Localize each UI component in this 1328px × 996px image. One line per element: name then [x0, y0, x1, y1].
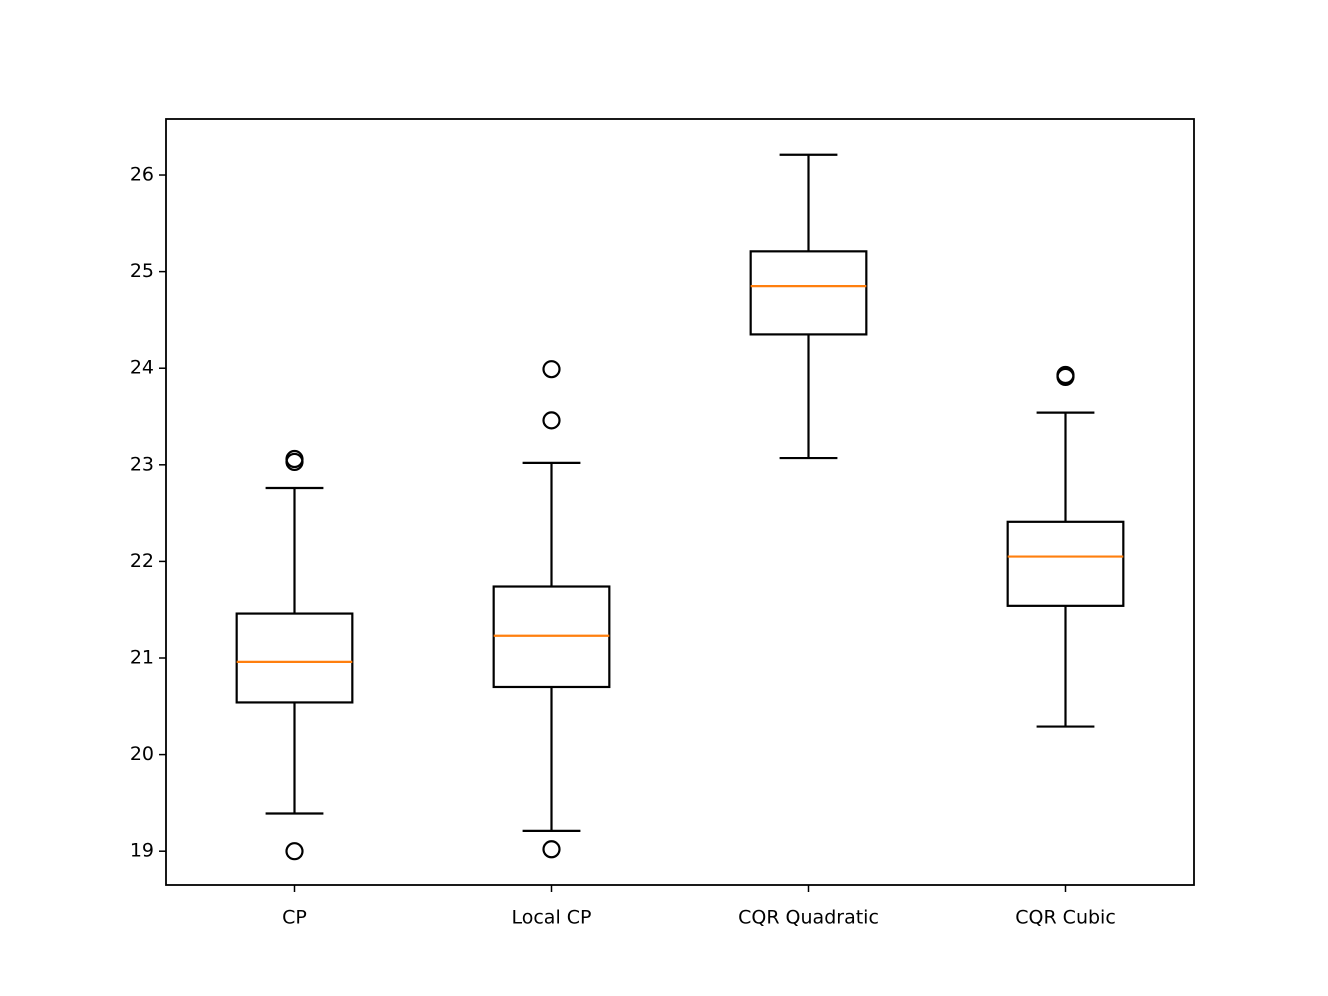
y-tick-label: 20 — [130, 743, 154, 765]
plot-frame — [165, 118, 1195, 886]
x-tick-label: CP — [282, 907, 307, 929]
box — [1006, 520, 1125, 607]
flier — [285, 449, 304, 469]
box — [235, 612, 354, 704]
flier — [542, 360, 561, 379]
y-tick-label: 21 — [130, 647, 154, 669]
y-tick-label: 26 — [130, 164, 154, 186]
x-tick-label: CQR Cubic — [1015, 907, 1116, 929]
flier — [542, 840, 561, 859]
y-tick-label: 25 — [130, 260, 154, 282]
y-tick-label: 19 — [130, 840, 154, 862]
flier — [285, 842, 304, 861]
y-tick-label: 22 — [130, 550, 154, 572]
box — [749, 250, 868, 336]
y-tick-label: 23 — [130, 453, 154, 475]
x-tick-label: Local CP — [511, 907, 591, 929]
flier — [542, 411, 561, 430]
x-tick-label: CQR Quadratic — [738, 907, 879, 929]
flier — [1056, 365, 1075, 385]
y-tick-label: 24 — [130, 357, 154, 379]
